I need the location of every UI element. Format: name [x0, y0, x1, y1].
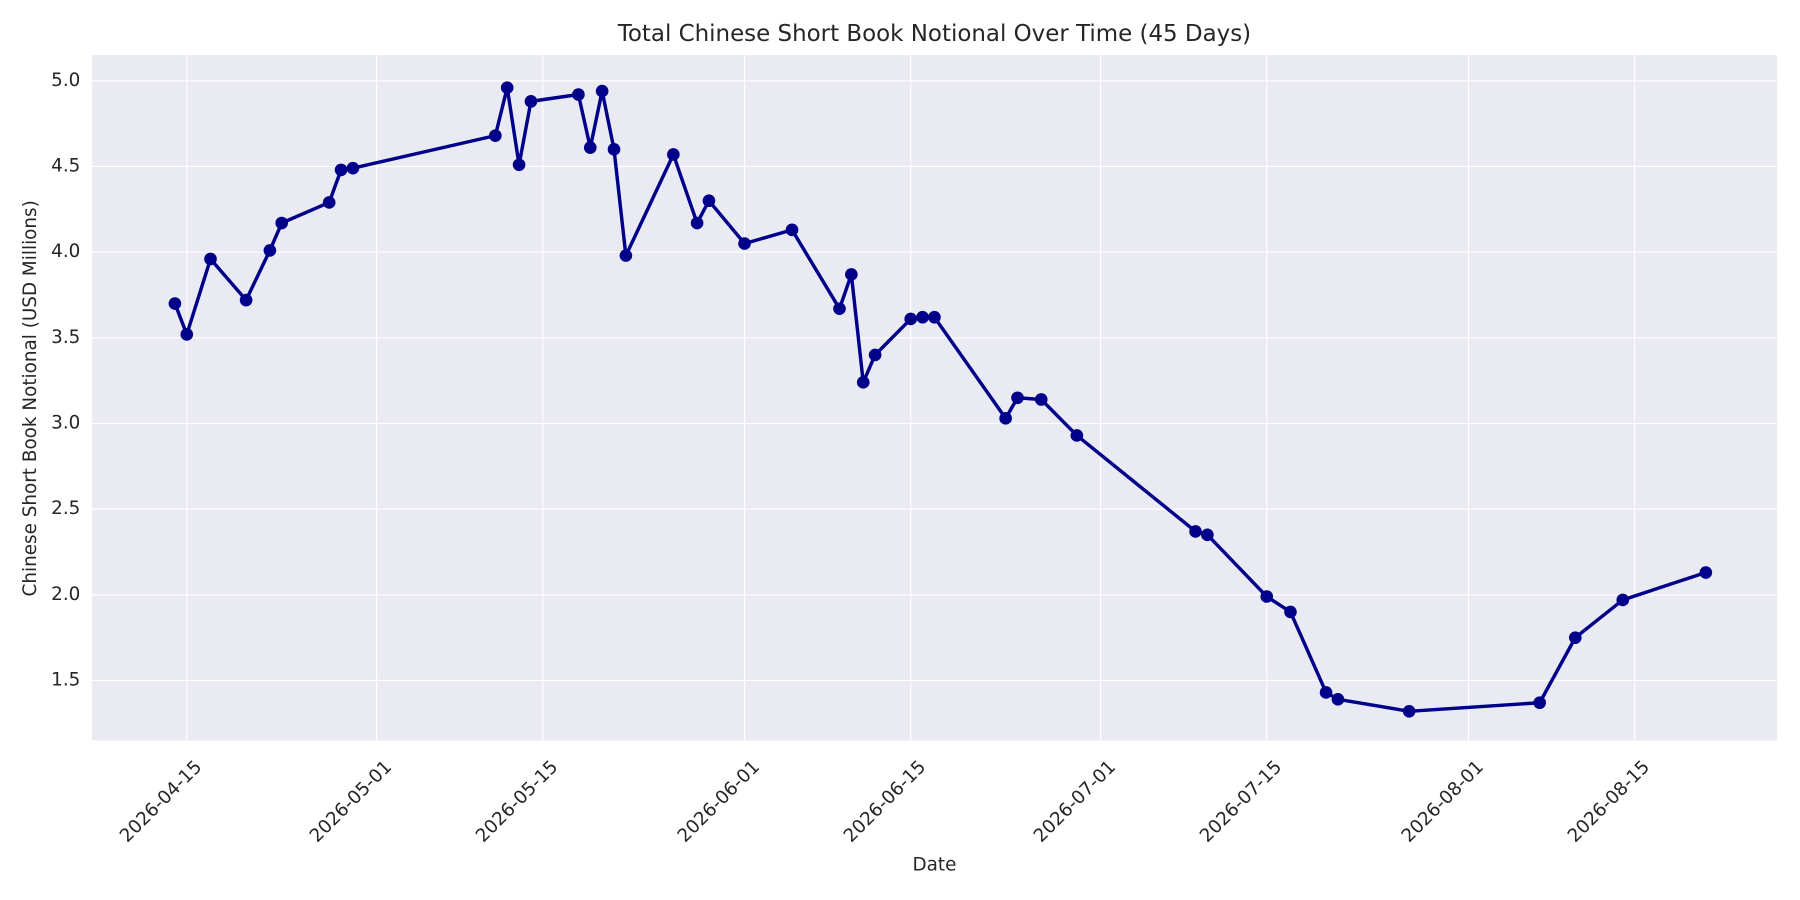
- data-point: [1331, 693, 1345, 706]
- data-point: [1189, 525, 1202, 538]
- data-point: [489, 129, 502, 142]
- y-tick-label: 3.5: [51, 327, 80, 348]
- plot-area: [91, 55, 1778, 741]
- data-point: [619, 249, 633, 262]
- data-point: [1034, 393, 1048, 406]
- data-point: [583, 141, 597, 154]
- data-point: [904, 312, 918, 326]
- data-point: [512, 158, 526, 172]
- x-tick-label: 2026-06-01: [674, 757, 764, 847]
- data-point: [1533, 696, 1547, 710]
- x-tick-label: 2026-08-15: [1564, 757, 1654, 847]
- data-point: [1011, 391, 1024, 405]
- data-point: [346, 161, 360, 175]
- data-point: [239, 293, 253, 307]
- x-tick-label: 2026-07-01: [1030, 757, 1120, 847]
- data-point: [999, 412, 1012, 425]
- data-point: [916, 310, 929, 324]
- data-point: [702, 194, 716, 208]
- data-point: [1402, 704, 1416, 718]
- y-tick-label: 2.5: [51, 498, 80, 519]
- x-tick-label: 2026-04-15: [116, 757, 206, 847]
- data-point: [856, 376, 870, 389]
- y-tick-label: 3.0: [51, 412, 80, 433]
- data-point: [263, 244, 277, 257]
- x-tick-label: 2026-07-15: [1196, 757, 1286, 847]
- chart-title: Total Chinese Short Book Notional Over T…: [617, 21, 1251, 47]
- data-point: [1319, 686, 1333, 699]
- y-tick-label: 2.0: [51, 584, 80, 605]
- marks: [168, 81, 1713, 718]
- data-point: [1260, 590, 1274, 603]
- data-point: [275, 216, 289, 230]
- data-point: [204, 252, 217, 266]
- y-axis-label: Chinese Short Book Notional (USD Million…: [20, 200, 41, 596]
- x-tick-label: 2026-05-15: [472, 757, 562, 847]
- data-point: [322, 196, 336, 209]
- data-point: [180, 328, 194, 341]
- data-point: [667, 148, 680, 161]
- data-point: [1568, 631, 1582, 644]
- data-point: [168, 297, 182, 310]
- data-point: [500, 81, 514, 94]
- data-point: [1616, 593, 1630, 607]
- data-point: [868, 348, 882, 362]
- data-point: [1699, 566, 1713, 579]
- x-tick-label: 2026-08-01: [1398, 757, 1488, 847]
- grid: [91, 55, 1778, 741]
- data-point: [524, 95, 538, 108]
- y-tick-label: 1.5: [51, 669, 80, 690]
- data-point: [785, 223, 799, 237]
- data-point: [833, 302, 846, 315]
- data-point: [1284, 605, 1297, 619]
- y-tick-label: 4.5: [51, 155, 80, 176]
- data-point: [607, 143, 621, 156]
- x-tick-label: 2026-06-15: [840, 757, 930, 847]
- data-point: [928, 310, 941, 324]
- data-point: [572, 88, 585, 101]
- y-tick-label: 4.0: [51, 241, 80, 262]
- data-point: [845, 268, 858, 281]
- x-axis-label: Date: [912, 855, 956, 876]
- data-point: [595, 84, 609, 98]
- x-tick-label: 2026-05-01: [306, 757, 396, 847]
- data-point: [1070, 429, 1084, 442]
- data-point: [738, 237, 751, 250]
- data-point: [690, 216, 704, 230]
- data-point: [334, 163, 348, 177]
- data-point: [1201, 528, 1214, 542]
- y-tick-label: 5.0: [51, 70, 80, 91]
